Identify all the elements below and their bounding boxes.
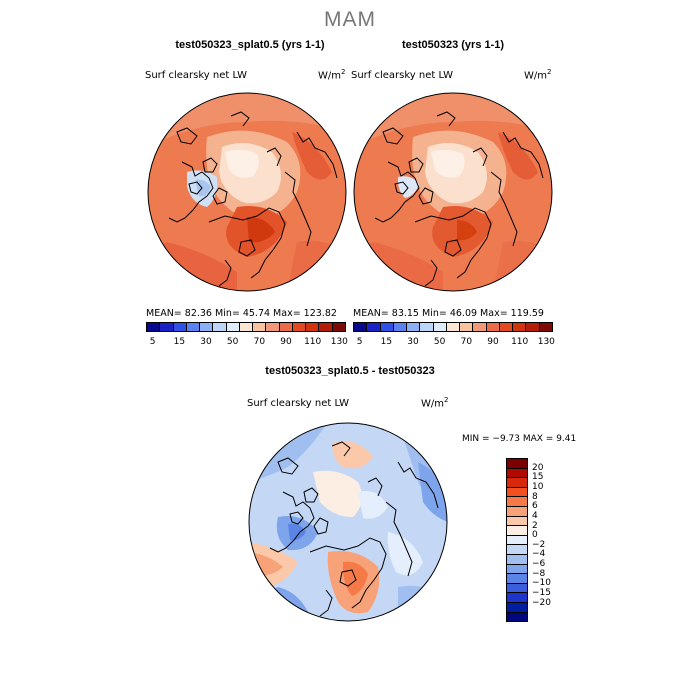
- colorbar-swatch: [538, 323, 552, 331]
- colorbar-tick-label: −10: [532, 578, 551, 589]
- colorbar-swatch: [507, 459, 527, 468]
- colorbar-swatch: [225, 323, 239, 331]
- colorbar-tick-label: 110: [304, 337, 322, 347]
- diff-variable-label: Surf clearsky net LW: [247, 398, 350, 409]
- colorbar-tick-label: 6: [532, 501, 538, 512]
- colorbar-swatch: [498, 323, 513, 331]
- colorbar-swatch: [392, 323, 407, 331]
- colorbar-swatch: [185, 323, 200, 331]
- right-panel-title: test050323 (yrs 1-1): [401, 39, 505, 51]
- colorbar-swatch: [212, 323, 226, 331]
- colorbar-swatch: [507, 534, 527, 545]
- colorbar-tick-label: 15: [380, 337, 393, 347]
- left-units-label: W/m2: [318, 68, 346, 82]
- colorbar-swatch: [278, 323, 292, 331]
- colorbar-swatch: [507, 477, 527, 487]
- colorbar-swatch: [305, 323, 319, 331]
- colorbar-swatch: [507, 515, 527, 526]
- colorbar-swatch: [507, 582, 527, 593]
- colorbar-swatch: [507, 496, 527, 506]
- colorbar-swatch: [472, 323, 486, 331]
- colorbar-swatch: [525, 323, 539, 331]
- season-title: MAM: [324, 8, 376, 31]
- colorbar-tick-label: 130: [330, 337, 348, 347]
- colorbar-swatch: [406, 323, 420, 331]
- colorbar-swatch: [147, 323, 160, 331]
- colorbar-swatch: [507, 486, 527, 497]
- colorbar-tick-label: 20: [532, 462, 544, 473]
- colorbar-swatch: [507, 611, 527, 622]
- colorbar-swatch: [507, 467, 527, 478]
- diff-minmax-text: MIN = −9.73 MAX = 9.41: [462, 434, 577, 444]
- colorbar-tick-label: 50: [433, 337, 446, 347]
- colorbar-swatch: [445, 323, 460, 331]
- colorbar-tick-label: 130: [537, 337, 555, 347]
- colorbar-swatch: [199, 323, 213, 331]
- colorbar-swatch: [331, 323, 345, 331]
- colorbar-swatch: [291, 323, 306, 331]
- colorbar-tick-label: 15: [532, 472, 544, 483]
- colorbar-swatch: [507, 601, 527, 612]
- colorbar-tick-label: 10: [532, 481, 544, 492]
- left-polar-map: [147, 92, 347, 292]
- colorbar-tick-label: −15: [532, 588, 551, 599]
- colorbar-swatch: [172, 323, 186, 331]
- colorbar-swatch: [507, 553, 527, 564]
- left-colorbar: [146, 322, 346, 332]
- colorbar-swatch: [265, 323, 279, 331]
- colorbar-tick-label: −8: [532, 568, 546, 579]
- colorbar-tick-label: 4: [532, 510, 538, 521]
- colorbar-swatch: [354, 323, 367, 331]
- colorbar-swatch: [432, 323, 446, 331]
- colorbar-tick-label: −2: [532, 539, 546, 550]
- colorbar-tick-label: 30: [200, 337, 212, 347]
- diff-panel-title: test050323_splat0.5 - test050323: [265, 365, 435, 377]
- colorbar-tick-label: −20: [532, 597, 551, 608]
- colorbar-swatch: [238, 323, 253, 331]
- colorbar-swatch: [507, 563, 527, 574]
- colorbar-tick-label: 2: [532, 520, 538, 531]
- left-variable-label: Surf clearsky net LW: [145, 70, 248, 81]
- diff-colorbar: [506, 458, 528, 622]
- right-units-label: W/m2: [524, 68, 552, 82]
- colorbar-tick-label: 15: [173, 337, 186, 347]
- colorbar-swatch: [485, 323, 499, 331]
- diff-units-label: W/m2: [421, 396, 449, 410]
- colorbar-tick-label: 70: [253, 337, 266, 347]
- left-colorbar-ticks: 5 15 30 50 70 90 110 130: [146, 335, 348, 347]
- colorbar-swatch: [459, 323, 473, 331]
- colorbar-swatch: [379, 323, 393, 331]
- left-panel-title: test050323_splat0.5 (yrs 1-1): [175, 39, 325, 51]
- colorbar-swatch: [366, 323, 380, 331]
- colorbar-tick-label: 30: [407, 337, 419, 347]
- colorbar-tick-label: 70: [460, 337, 473, 347]
- colorbar-swatch: [507, 505, 527, 516]
- colorbar-swatch: [507, 525, 527, 535]
- right-stats-text: MEAN= 83.15 Min= 46.09 Max= 119.59: [353, 308, 544, 319]
- colorbar-tick-label: 5: [356, 337, 363, 347]
- colorbar-swatch: [252, 323, 266, 331]
- colorbar-swatch: [507, 544, 527, 554]
- colorbar-swatch: [512, 323, 526, 331]
- colorbar-tick-label: 0: [532, 530, 538, 541]
- colorbar-tick-label: 8: [532, 491, 538, 502]
- colorbar-tick-label: 90: [280, 337, 292, 347]
- colorbar-tick-label: −4: [532, 549, 546, 560]
- right-polar-map: [353, 92, 553, 292]
- colorbar-swatch: [318, 323, 332, 331]
- colorbar-tick-label: 110: [511, 337, 529, 347]
- colorbar-swatch: [507, 573, 527, 583]
- colorbar-tick-label: 90: [487, 337, 499, 347]
- right-colorbar: [353, 322, 553, 332]
- colorbar-swatch: [159, 323, 173, 331]
- left-stats-text: MEAN= 82.36 Min= 45.74 Max= 123.82: [146, 308, 337, 319]
- colorbar-tick-label: −6: [532, 559, 546, 570]
- right-variable-label: Surf clearsky net LW: [351, 70, 454, 81]
- diff-polar-map: [248, 422, 448, 622]
- right-colorbar-ticks: 5 15 30 50 70 90 110 130: [353, 335, 555, 347]
- colorbar-tick-label: 5: [149, 337, 156, 347]
- colorbar-swatch: [419, 323, 433, 331]
- colorbar-tick-label: 50: [226, 337, 239, 347]
- colorbar-swatch: [507, 592, 527, 602]
